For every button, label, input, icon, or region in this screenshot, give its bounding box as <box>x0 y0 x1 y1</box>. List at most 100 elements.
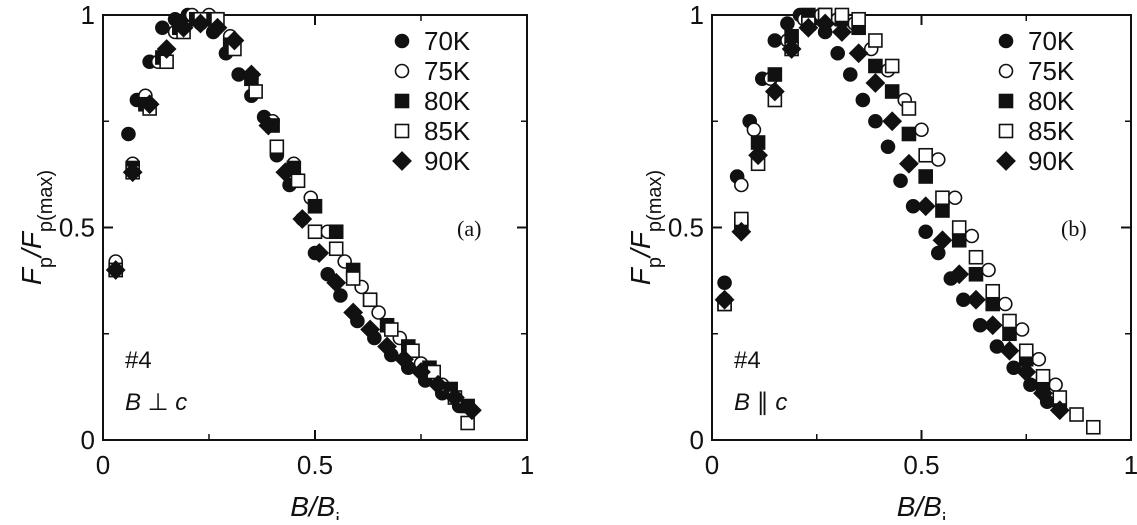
data-point <box>1002 326 1017 342</box>
legend-label: 80K <box>1028 86 1075 116</box>
data-point <box>989 339 1005 354</box>
data-point <box>105 260 126 280</box>
x-tick-label: 0.5 <box>297 450 333 480</box>
x-tick-label: 0.5 <box>903 450 939 480</box>
data-point <box>258 115 279 136</box>
data-point <box>915 196 936 217</box>
data-point <box>1033 383 1053 404</box>
data-point <box>930 152 946 167</box>
data-point <box>405 343 420 359</box>
data-point <box>868 33 883 48</box>
data-point <box>901 126 917 142</box>
data-point <box>884 58 900 74</box>
data-point <box>935 190 950 206</box>
legend-label: 90K <box>424 146 471 176</box>
data-point <box>122 162 143 183</box>
data-point <box>868 113 883 129</box>
y-axis-ratio: /F <box>16 230 47 259</box>
legend-marker <box>394 123 410 139</box>
data-point <box>951 232 967 248</box>
y-axis-subscript: p <box>35 257 57 268</box>
y-tick-label: 0.5 <box>668 213 704 243</box>
data-point <box>985 283 1001 299</box>
data-point <box>951 220 967 235</box>
data-point <box>362 292 378 308</box>
legend-marker <box>998 123 1014 139</box>
data-point <box>884 84 900 99</box>
data-point <box>269 139 285 155</box>
legend-label: 75K <box>1028 56 1075 86</box>
data-point <box>307 224 323 240</box>
data-point <box>248 84 263 99</box>
data-point <box>981 262 996 278</box>
data-point <box>851 11 866 27</box>
x-tick-label: 1 <box>520 450 534 480</box>
orientation-label: B ∥ c <box>734 389 787 416</box>
data-point <box>292 209 313 229</box>
data-point <box>1049 400 1070 421</box>
data-point <box>1016 362 1037 382</box>
data-point <box>1048 377 1063 393</box>
data-point <box>734 177 749 193</box>
legend-label: 85K <box>1028 116 1075 146</box>
data-point <box>320 266 336 282</box>
y-tick-label: 1 <box>690 0 704 30</box>
y-axis-symbol: F <box>16 266 47 285</box>
data-point <box>968 266 984 282</box>
data-point <box>377 336 397 357</box>
data-point <box>717 275 732 291</box>
data-point <box>848 43 869 64</box>
data-point <box>868 58 883 74</box>
data-point <box>1018 343 1034 359</box>
data-point <box>445 387 465 408</box>
data-point <box>1035 368 1051 384</box>
data-point <box>935 203 950 218</box>
data-point <box>121 126 136 142</box>
data-point <box>947 190 963 206</box>
data-point <box>461 400 482 421</box>
legend-label: 85K <box>424 116 471 146</box>
data-point <box>371 305 386 320</box>
y-axis-symbol: F <box>625 266 656 285</box>
data-point <box>798 17 819 38</box>
data-point <box>781 39 802 59</box>
data-point <box>901 101 917 116</box>
data-point <box>1006 360 1021 376</box>
legend-marker <box>998 93 1014 109</box>
legend-label: 80K <box>424 86 471 116</box>
data-point <box>428 374 448 395</box>
data-point <box>328 241 344 257</box>
y-tick-label: 0 <box>690 425 704 455</box>
x-axis-subscript: i <box>335 510 339 520</box>
legend-label: 70K <box>424 26 471 56</box>
data-point <box>714 289 735 310</box>
y-axis-subscript-max: p(max) <box>35 170 57 232</box>
data-point <box>207 17 228 38</box>
legend-marker <box>996 151 1016 171</box>
y-axis-title: Fp/Fp(max) <box>16 170 57 285</box>
data-point <box>275 162 296 183</box>
legend-marker <box>394 33 410 49</box>
data-point <box>224 30 245 51</box>
data-point <box>982 315 1003 336</box>
data-point <box>290 173 306 189</box>
data-point <box>918 169 933 184</box>
x-axis-title: B/Bi <box>897 491 947 520</box>
data-point <box>307 198 323 214</box>
data-point <box>360 319 381 340</box>
data-point <box>918 147 933 163</box>
x-tick-label: 1 <box>1124 450 1137 480</box>
data-point <box>999 340 1020 361</box>
data-point <box>914 122 929 138</box>
data-point <box>326 272 347 293</box>
series-90K <box>105 13 482 421</box>
data-point <box>842 67 858 82</box>
data-point <box>328 224 344 240</box>
data-point <box>882 111 903 132</box>
data-point <box>173 17 194 38</box>
data-point <box>964 228 980 244</box>
data-point <box>309 243 330 263</box>
data-point <box>1014 322 1030 337</box>
